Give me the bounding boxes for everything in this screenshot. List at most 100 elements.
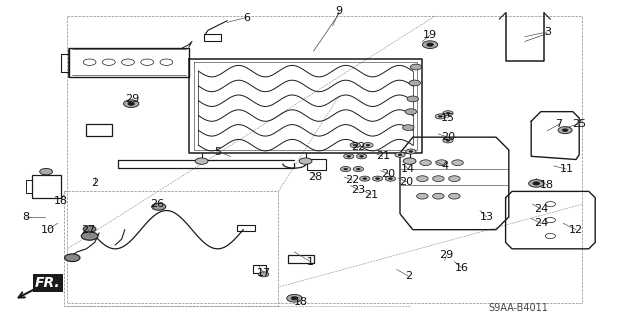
Circle shape [398, 154, 402, 156]
Text: 20: 20 [399, 177, 413, 187]
Circle shape [438, 115, 442, 117]
Circle shape [347, 155, 351, 157]
Text: 13: 13 [479, 212, 493, 222]
Circle shape [405, 109, 417, 115]
Text: S9AA-B4011: S9AA-B4011 [488, 303, 548, 313]
Circle shape [128, 102, 134, 105]
Text: 10: 10 [41, 225, 55, 235]
Bar [64, 191, 278, 306]
Circle shape [102, 59, 115, 65]
Circle shape [545, 202, 556, 207]
Bar [32, 175, 61, 198]
Bar [237, 225, 255, 231]
Circle shape [449, 193, 460, 199]
Circle shape [376, 178, 380, 180]
Text: 19: 19 [423, 30, 437, 40]
Bar [86, 124, 112, 136]
Circle shape [83, 59, 96, 65]
Circle shape [446, 139, 450, 141]
Text: 9: 9 [335, 6, 343, 16]
Circle shape [81, 232, 98, 240]
Circle shape [122, 59, 134, 65]
Circle shape [360, 155, 364, 157]
Text: 16: 16 [455, 263, 469, 273]
Circle shape [344, 154, 354, 159]
Circle shape [410, 64, 422, 70]
Circle shape [563, 129, 568, 131]
Bar [67, 16, 582, 303]
Circle shape [356, 168, 360, 170]
Circle shape [558, 127, 572, 134]
Text: 18: 18 [54, 196, 68, 206]
Circle shape [443, 111, 453, 116]
Circle shape [287, 294, 302, 302]
Text: 24: 24 [534, 218, 548, 228]
Circle shape [259, 272, 269, 277]
Circle shape [409, 80, 420, 86]
Bar [307, 159, 326, 170]
Bar [204, 34, 221, 41]
Text: 3: 3 [544, 27, 550, 37]
Text: 6: 6 [243, 12, 250, 23]
Text: 7: 7 [555, 119, 563, 130]
Circle shape [344, 168, 348, 170]
Circle shape [356, 154, 367, 159]
Circle shape [403, 125, 414, 130]
Text: 14: 14 [401, 164, 415, 174]
Text: 28: 28 [308, 172, 323, 182]
Text: 25: 25 [572, 119, 586, 129]
Text: 4: 4 [441, 161, 449, 171]
Circle shape [141, 59, 154, 65]
Text: 29: 29 [125, 94, 140, 104]
Text: 20: 20 [441, 132, 455, 142]
Circle shape [83, 226, 96, 232]
Circle shape [403, 158, 416, 164]
Text: 5: 5 [214, 146, 221, 157]
Circle shape [422, 41, 438, 48]
Circle shape [427, 43, 433, 46]
Text: 23: 23 [351, 185, 365, 195]
Circle shape [417, 176, 428, 182]
Bar [288, 255, 314, 263]
Circle shape [436, 160, 447, 166]
Circle shape [152, 203, 166, 210]
Circle shape [433, 193, 444, 199]
Circle shape [449, 176, 460, 182]
Text: 17: 17 [257, 268, 271, 278]
Circle shape [545, 218, 556, 223]
Circle shape [385, 176, 396, 181]
Circle shape [406, 149, 416, 154]
Text: 21: 21 [364, 189, 378, 200]
Circle shape [545, 234, 556, 239]
Circle shape [363, 143, 373, 148]
Circle shape [433, 176, 444, 182]
Circle shape [529, 180, 544, 187]
Circle shape [435, 114, 445, 119]
Text: 20: 20 [381, 169, 396, 179]
Circle shape [353, 167, 364, 172]
Circle shape [395, 152, 405, 157]
Circle shape [360, 176, 370, 181]
Circle shape [195, 158, 208, 164]
Text: 26: 26 [150, 198, 164, 209]
Text: 22: 22 [351, 142, 365, 152]
Circle shape [446, 112, 450, 114]
Circle shape [160, 59, 173, 65]
Circle shape [407, 96, 419, 102]
Text: 27: 27 [81, 225, 95, 235]
Circle shape [420, 160, 431, 166]
Text: FR.: FR. [35, 276, 61, 290]
Circle shape [65, 254, 80, 262]
Text: 24: 24 [534, 204, 548, 214]
Circle shape [452, 160, 463, 166]
Text: 15: 15 [441, 113, 455, 123]
Text: 1: 1 [307, 256, 314, 267]
Text: 21: 21 [376, 151, 390, 161]
Circle shape [388, 178, 392, 180]
Circle shape [340, 167, 351, 172]
Text: 18: 18 [540, 180, 554, 190]
Circle shape [291, 297, 298, 300]
Text: 22: 22 [345, 175, 359, 185]
Text: 2: 2 [404, 271, 412, 281]
Text: 8: 8 [22, 212, 29, 222]
